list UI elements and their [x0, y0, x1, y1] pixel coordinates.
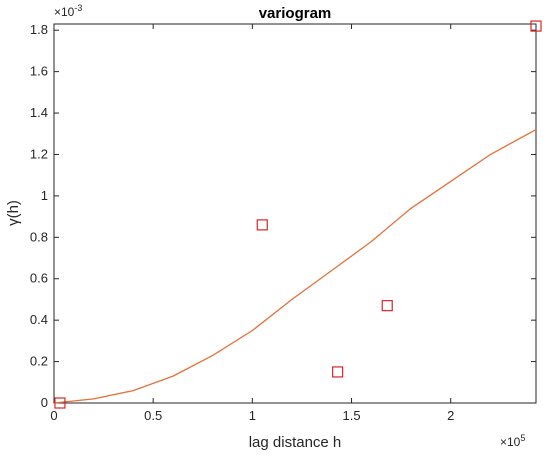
data-point-marker — [332, 366, 344, 378]
x-axis-multiplier: ×105 — [500, 433, 525, 449]
y-tick-label: 1.8 — [30, 22, 48, 37]
data-point-marker — [54, 397, 66, 409]
y-tick-label: 0.6 — [30, 271, 48, 286]
model-curve — [53, 129, 537, 404]
y-axis-title: γ(h) — [5, 200, 22, 226]
y-tick-label: 1 — [41, 188, 48, 203]
x-tick-label: 1 — [249, 408, 256, 423]
chart-title: variogram — [259, 5, 332, 22]
x-axis-ticks: 0 0.5 1 1.5 2 — [50, 24, 454, 423]
x-tick-label: 2 — [447, 408, 454, 423]
x-tick-label: 0.5 — [144, 408, 162, 423]
y-tick-label: 0.2 — [30, 354, 48, 369]
y-tick-label: 0.4 — [30, 312, 48, 327]
y-tick-label: 1.6 — [30, 64, 48, 79]
plot-area — [53, 23, 537, 404]
model-curve-layer — [53, 129, 537, 404]
y-tick-label: 1.2 — [30, 146, 48, 161]
y-tick-label: 0.8 — [30, 229, 48, 244]
data-markers-layer — [54, 20, 542, 409]
y-tick-label: 0 — [41, 395, 48, 410]
y-axis-ticks: 0 0.2 0.4 0.6 0.8 1 1.2 1.4 1.6 1.8 — [30, 22, 536, 410]
x-tick-label: 1.5 — [342, 408, 360, 423]
x-axis-title: lag distance h — [249, 434, 342, 451]
x-tick-label: 0 — [50, 408, 57, 423]
y-tick-label: 1.4 — [30, 105, 48, 120]
data-point-marker — [381, 300, 393, 312]
y-axis-multiplier: ×10-3 — [54, 3, 82, 19]
data-point-marker — [256, 219, 268, 231]
data-point-marker — [530, 20, 542, 32]
